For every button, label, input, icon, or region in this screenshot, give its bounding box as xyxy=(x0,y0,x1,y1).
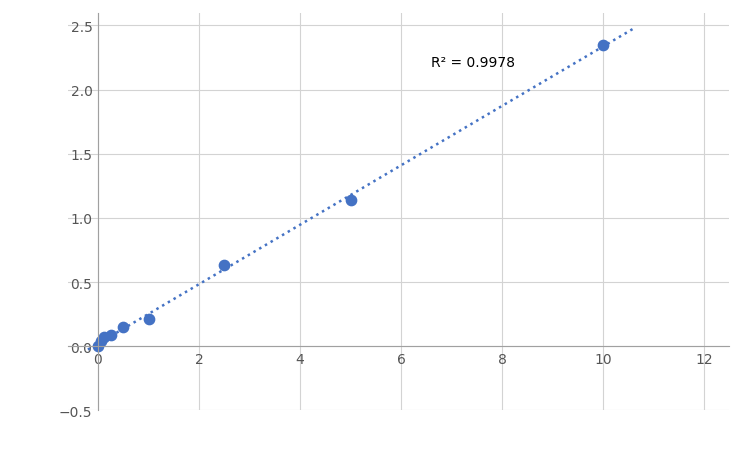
Point xyxy=(597,42,609,49)
Point xyxy=(99,334,111,341)
Point xyxy=(96,338,108,345)
Text: R² = 0.9978: R² = 0.9978 xyxy=(432,56,515,70)
Point xyxy=(117,323,129,331)
Point xyxy=(218,262,230,269)
Point xyxy=(92,343,104,350)
Point xyxy=(105,331,117,339)
Point xyxy=(344,197,356,204)
Point xyxy=(142,316,154,323)
